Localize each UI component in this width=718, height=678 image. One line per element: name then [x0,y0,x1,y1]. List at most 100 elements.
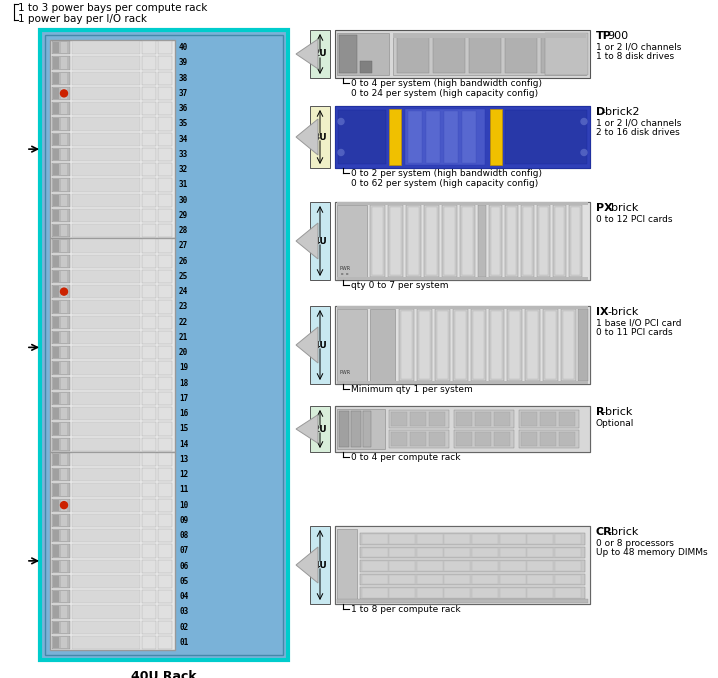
Bar [53,500,59,511]
Text: 24: 24 [179,287,188,296]
Bar [61,439,67,450]
Bar [61,179,67,191]
Bar [335,406,590,452]
Bar [389,109,401,165]
Circle shape [581,150,587,155]
Text: 2U: 2U [313,49,327,58]
Bar [72,300,140,313]
Bar [72,209,140,222]
Bar [142,102,156,115]
Text: 38: 38 [179,74,188,83]
Bar [158,575,172,588]
Bar [61,148,67,160]
Bar [53,393,59,404]
Bar [158,437,172,451]
Bar [53,42,59,54]
Bar [61,423,67,435]
Bar [399,309,414,381]
Bar [53,256,59,266]
Bar [72,392,140,405]
Bar [52,590,70,603]
Bar [339,411,349,447]
Bar [561,309,576,381]
Bar [142,117,156,130]
Bar [491,207,500,275]
Bar [519,410,579,428]
Bar [500,589,526,598]
Bar [437,311,448,379]
Text: -brick: -brick [607,203,639,213]
Bar [454,430,514,448]
Bar [52,148,70,161]
Bar [372,207,383,275]
Bar [410,432,426,446]
Bar [61,378,67,388]
Bar [61,530,67,541]
Bar [335,526,590,604]
Text: 1 base I/O PCI card: 1 base I/O PCI card [596,319,681,328]
Bar [53,454,59,465]
Bar [142,529,156,542]
Bar [52,71,70,85]
Text: 21: 21 [179,333,188,342]
Bar [444,111,458,163]
Bar [335,306,590,384]
Bar [53,73,59,84]
Bar [52,254,70,268]
Bar [61,500,67,511]
Bar [310,202,330,280]
Bar [52,300,70,313]
Bar [158,178,172,191]
Bar [543,309,558,381]
Bar [72,514,140,527]
Text: 0 to 2 per system (high bandwidth config): 0 to 2 per system (high bandwidth config… [351,169,542,178]
Bar [52,636,70,649]
Bar [72,148,140,161]
Bar [158,529,172,542]
Bar [52,331,70,344]
Bar [462,111,476,163]
Bar [72,361,140,374]
Bar [469,35,501,73]
Bar [310,526,330,604]
Bar [426,207,437,275]
Bar [158,56,172,70]
Text: 31: 31 [179,180,188,189]
Bar [61,408,67,419]
Text: 03: 03 [179,607,188,616]
Bar [537,205,550,277]
Bar [52,361,70,374]
Bar [444,548,470,557]
Bar [462,207,473,275]
Bar [61,606,67,618]
Bar [360,560,585,572]
Text: 27: 27 [179,241,188,250]
Bar [72,636,140,649]
Bar [52,41,70,54]
Bar [310,306,330,384]
Bar [72,422,140,435]
Bar [40,30,288,660]
Bar [494,432,510,446]
Bar [555,589,581,598]
Bar [72,498,140,512]
Text: 37: 37 [179,89,188,98]
Bar [61,637,67,648]
Bar [362,534,388,544]
Bar [61,42,67,54]
Bar [61,622,67,633]
Bar [53,530,59,541]
Bar [72,254,140,268]
Text: 4U: 4U [313,340,327,349]
Bar [444,589,470,598]
Bar [142,605,156,618]
Bar [337,409,385,449]
Bar [158,270,172,283]
Text: -brick2: -brick2 [602,107,640,117]
Bar [389,589,415,598]
Bar [72,193,140,207]
Bar [527,561,553,571]
Polygon shape [296,415,318,443]
Bar [52,178,70,191]
Bar [335,526,590,604]
